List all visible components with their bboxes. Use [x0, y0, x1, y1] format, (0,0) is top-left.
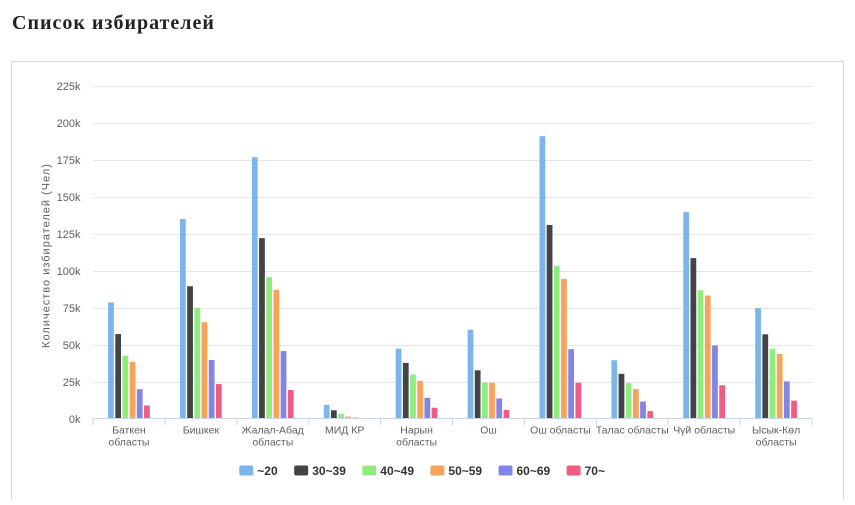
- svg-text:60~69: 60~69: [517, 464, 551, 478]
- svg-text:125k: 125k: [57, 229, 81, 241]
- svg-text:50~59: 50~59: [448, 464, 482, 478]
- svg-text:Талас областы: Талас областы: [596, 425, 669, 437]
- svg-text:Ош областы: Ош областы: [530, 425, 590, 437]
- svg-text:Количество избирателей (Чел): Количество избирателей (Чел): [41, 163, 53, 348]
- svg-text:100k: 100k: [57, 266, 81, 278]
- svg-text:75k: 75k: [63, 303, 81, 315]
- svg-text:Бишкек: Бишкек: [183, 425, 220, 437]
- svg-text:25k: 25k: [63, 377, 81, 389]
- svg-text:225k: 225k: [57, 81, 81, 93]
- svg-text:~20: ~20: [257, 464, 278, 478]
- svg-text:40~49: 40~49: [380, 464, 414, 478]
- svg-text:Чүй областы: Чүй областы: [673, 425, 735, 437]
- svg-text:50k: 50k: [63, 340, 81, 352]
- svg-text:Ош: Ош: [480, 425, 497, 437]
- svg-text:МИД КР: МИД КР: [325, 425, 364, 437]
- svg-text:150k: 150k: [57, 192, 81, 204]
- svg-text:175k: 175k: [57, 155, 81, 167]
- svg-text:30~39: 30~39: [312, 464, 346, 478]
- svg-text:200k: 200k: [57, 118, 81, 130]
- svg-text:70~: 70~: [585, 464, 605, 478]
- svg-text:0k: 0k: [69, 414, 81, 426]
